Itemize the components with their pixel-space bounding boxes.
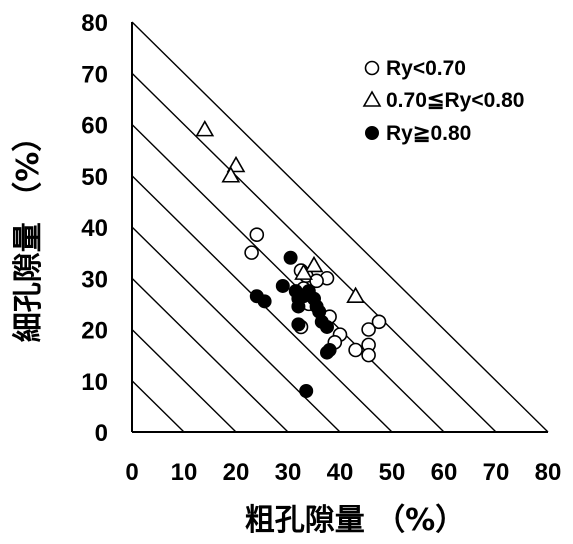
y-tick-label: 0 [95,420,108,447]
y-tick-label: 40 [81,215,108,242]
data-point [361,322,376,337]
data-point [275,278,290,293]
legend-marker-1 [364,60,380,76]
legend-marker-3 [365,126,379,140]
x-tick-labels: 0 10 20 30 40 50 60 70 80 [125,459,561,486]
legend-marker-2 [362,90,382,107]
series-3 [249,250,337,398]
data-point [320,319,334,334]
diagonal-line-70 [131,72,497,433]
y-axis-title: 細孔隙量 （%） [11,122,46,343]
x-tick-label: 40 [327,459,354,486]
diagonal-line-60 [131,124,445,433]
data-points [195,120,387,398]
y-tick-label: 70 [81,61,108,88]
data-point [226,155,246,173]
data-point [283,250,298,265]
legend-markers [362,60,382,140]
data-point [309,273,324,289]
legend-label-ry-lt-070: Ry<0.70 [386,57,466,80]
y-tick-label: 80 [81,10,108,37]
data-point [346,286,365,303]
x-tick-label: 10 [171,459,198,486]
data-point [304,255,324,273]
x-tick-label: 50 [379,459,406,486]
legend-label-ry-ge-080: Ry≧0.80 [386,122,471,145]
data-point [299,384,314,398]
data-point [294,263,313,280]
data-point [244,245,259,260]
data-point [195,120,215,137]
x-tick-label: 80 [535,459,562,486]
data-point [371,314,387,330]
diagonal-line-40 [131,226,341,433]
axes [131,22,548,433]
y-tick-label: 20 [81,318,108,345]
diagonal-line-80 [131,21,549,433]
data-point [257,294,272,309]
x-tick-label: 70 [483,459,510,486]
y-tick-label: 60 [81,113,108,140]
x-tick-label: 20 [223,459,250,486]
data-point [348,342,363,358]
x-axis-title: 粗孔隙量 （%） [245,503,466,538]
data-point [221,166,241,183]
series-2 [195,120,365,303]
diagonal-line-10 [131,380,185,433]
data-point [361,347,376,363]
legend: Ry<0.70 0.70≦Ry<0.80 Ry≧0.80 [362,57,524,145]
y-tick-labels: 0 10 20 30 40 50 60 70 80 [81,10,108,447]
x-tick-label: 30 [275,459,302,486]
y-tick-label: 30 [81,266,108,293]
diagonal-reference-lines [131,21,549,433]
legend-label-ry-070-080: 0.70≦Ry<0.80 [386,89,524,112]
data-point [291,317,306,332]
y-tick-label: 50 [81,164,108,191]
diagonal-line-20 [131,329,237,433]
diagonal-line-30 [131,277,289,433]
data-point [322,343,337,357]
data-point [249,227,265,242]
y-tick-label: 10 [81,369,108,396]
x-tick-label: 60 [431,459,458,486]
x-tick-label: 0 [125,459,138,486]
